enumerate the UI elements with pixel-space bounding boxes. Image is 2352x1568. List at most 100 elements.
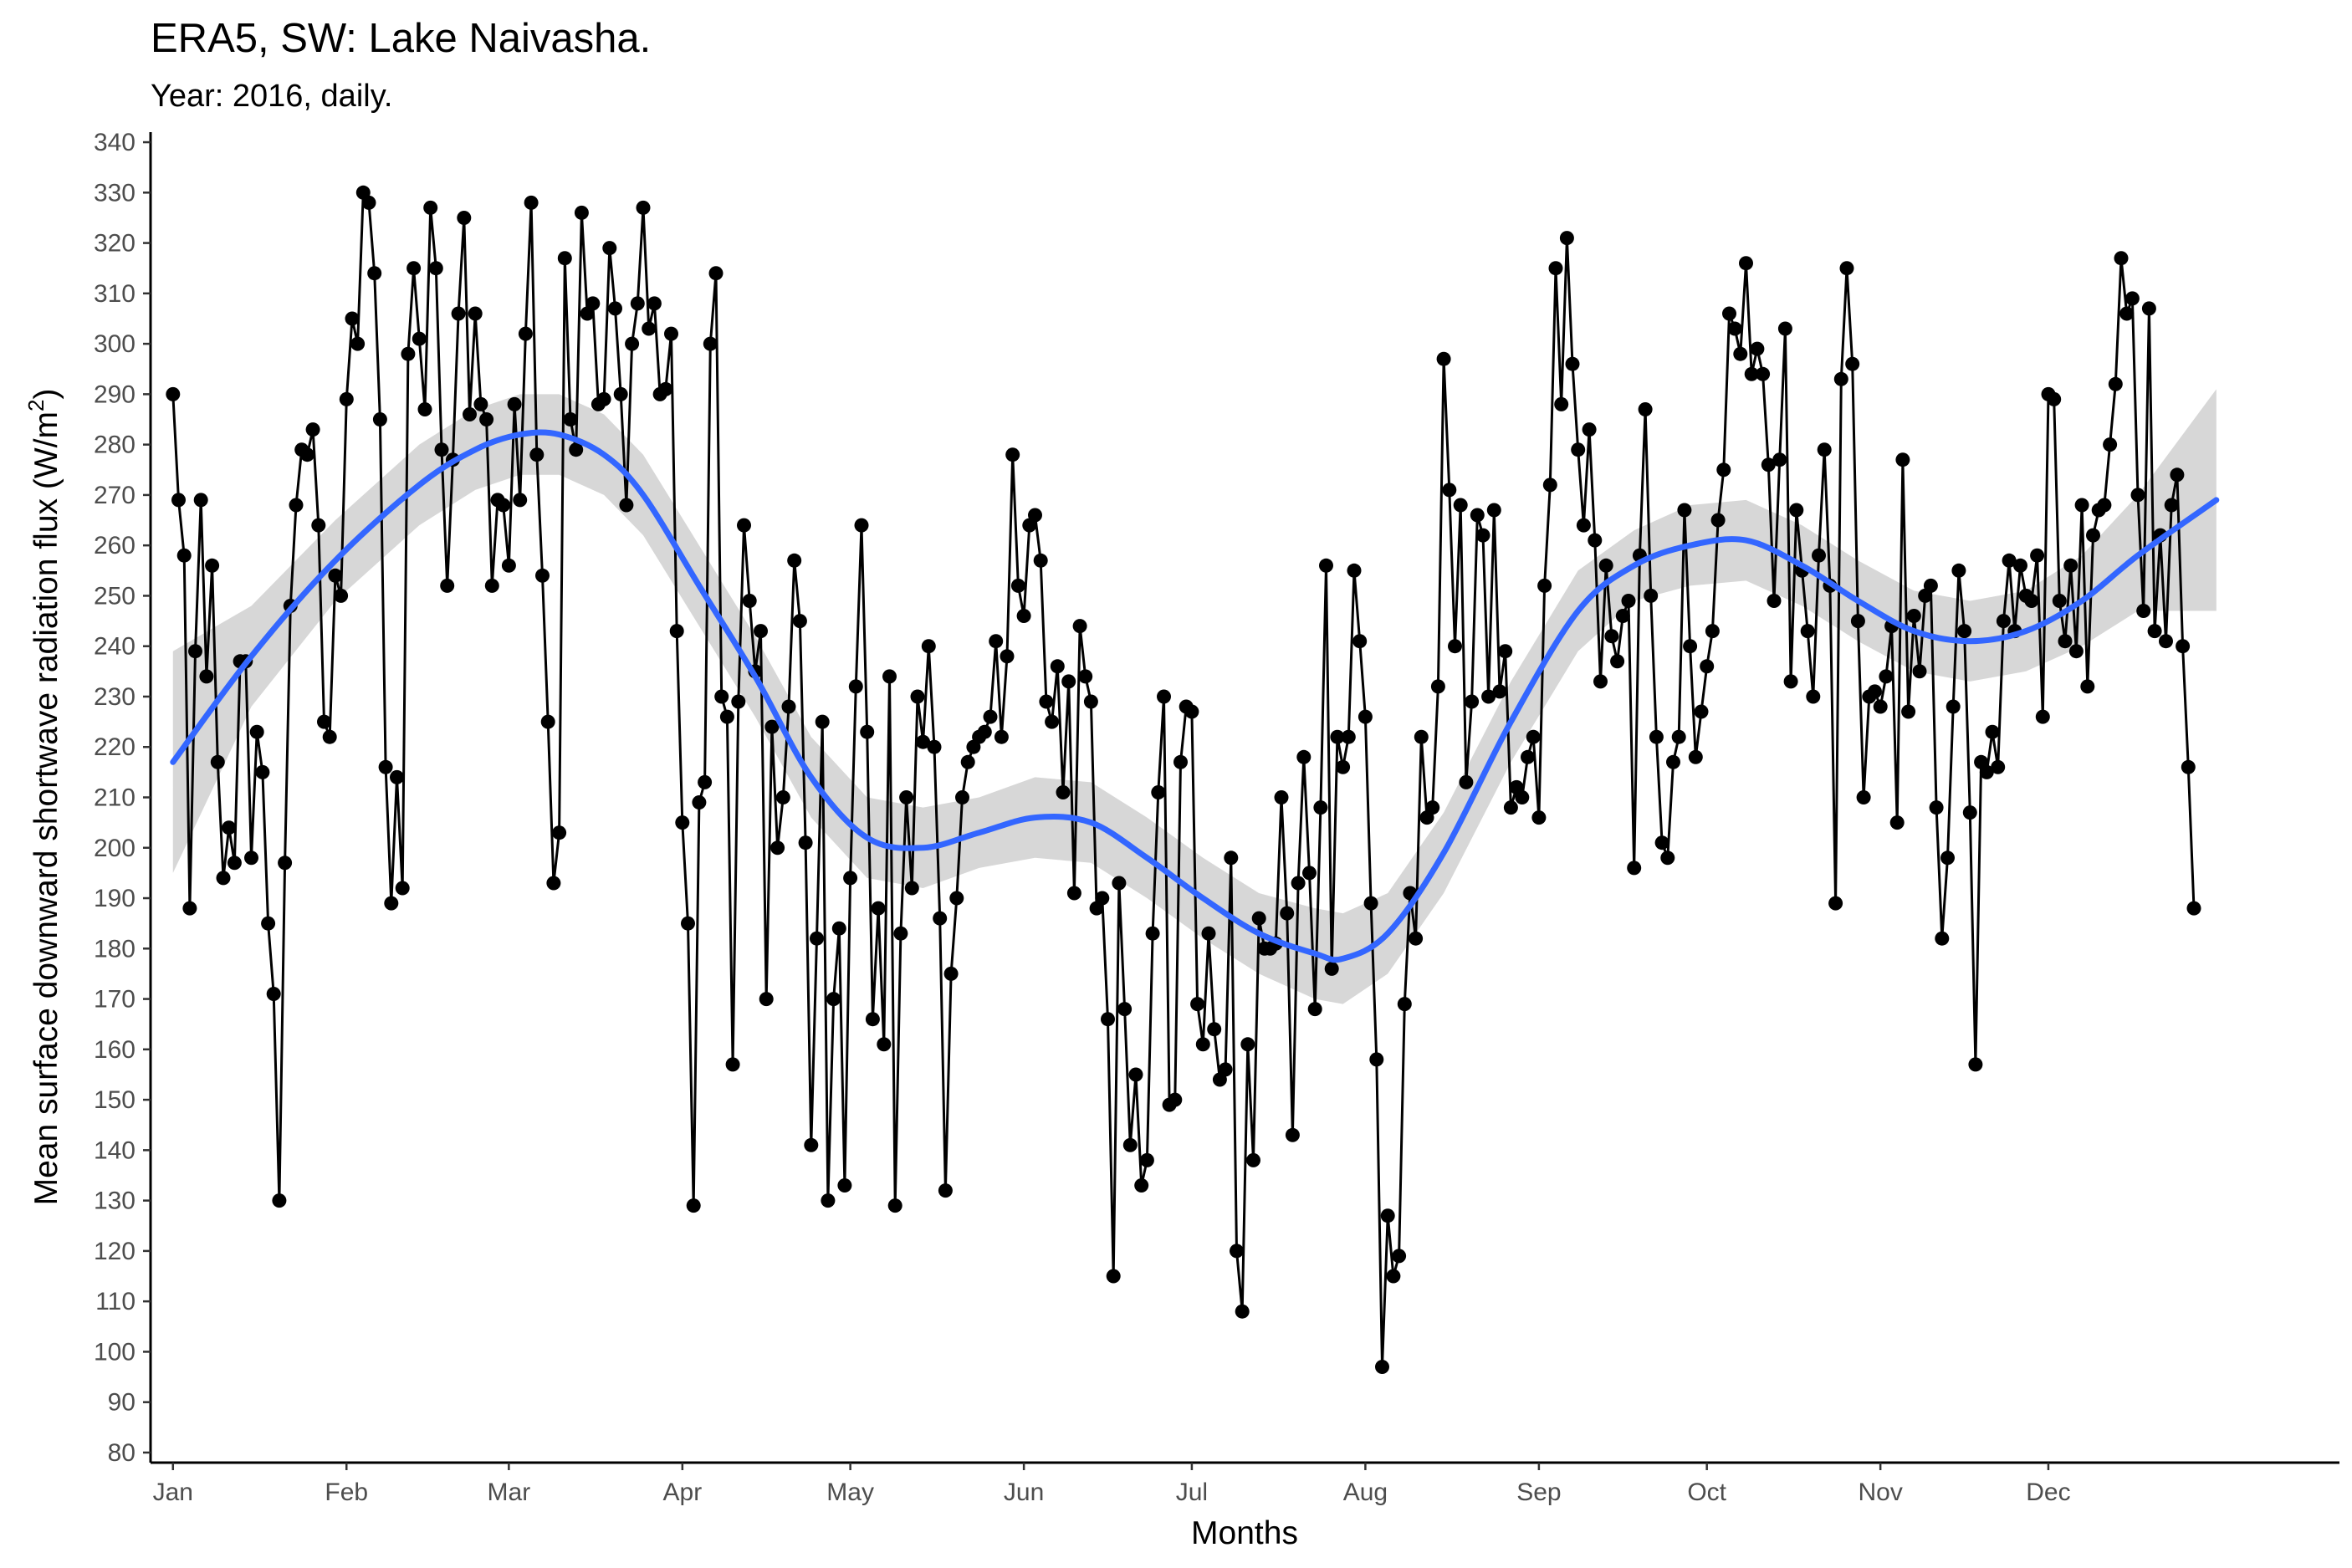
data-point xyxy=(798,835,813,850)
data-point xyxy=(507,396,522,411)
data-point xyxy=(1879,669,1894,684)
y-tick-label: 270 xyxy=(94,482,135,509)
data-point xyxy=(585,296,601,311)
data-point xyxy=(619,498,634,513)
data-point xyxy=(1722,306,1736,321)
data-point xyxy=(1033,553,1048,568)
data-point xyxy=(887,1198,902,1213)
data-point xyxy=(871,901,886,916)
data-point xyxy=(1235,1304,1250,1319)
data-point xyxy=(468,306,483,321)
y-tick-label: 220 xyxy=(94,733,135,761)
data-point xyxy=(1251,911,1266,926)
data-point xyxy=(1128,1067,1143,1082)
data-point xyxy=(2141,301,2156,316)
data-point xyxy=(1056,785,1071,799)
data-point xyxy=(1151,785,1166,799)
data-point xyxy=(636,200,651,215)
data-point xyxy=(2114,251,2129,266)
data-point xyxy=(625,336,640,351)
data-point xyxy=(1352,634,1368,649)
data-point xyxy=(255,764,270,779)
data-point xyxy=(1683,639,1698,654)
data-point xyxy=(1302,866,1317,881)
data-point xyxy=(1733,346,1748,361)
data-point xyxy=(1839,261,1854,276)
data-point xyxy=(1307,1002,1322,1017)
data-point xyxy=(1430,679,1445,694)
data-point xyxy=(1448,639,1462,654)
data-point xyxy=(1336,759,1351,774)
data-point xyxy=(899,790,914,804)
data-point xyxy=(1319,558,1333,573)
data-point xyxy=(524,195,539,210)
chart-subtitle: Year: 2016, daily. xyxy=(151,79,392,114)
data-point xyxy=(2063,558,2078,573)
data-point xyxy=(1195,1037,1210,1052)
data-point xyxy=(1106,1269,1121,1284)
data-point xyxy=(171,493,186,508)
data-point xyxy=(166,386,181,401)
x-tick-label: Sep xyxy=(1516,1479,1561,1506)
data-point xyxy=(484,578,499,593)
data-point xyxy=(994,729,1009,744)
data-point xyxy=(428,261,443,276)
data-point xyxy=(596,391,611,406)
data-point xyxy=(1016,609,1031,623)
data-point xyxy=(372,412,387,426)
y-tick-label: 190 xyxy=(94,885,135,912)
data-point xyxy=(222,820,237,835)
y-tick-label: 310 xyxy=(94,280,135,308)
data-point xyxy=(463,407,477,421)
data-point xyxy=(401,346,416,361)
x-tick-label: Jul xyxy=(1176,1479,1208,1506)
data-point xyxy=(1582,422,1597,437)
data-point xyxy=(305,422,320,437)
data-point xyxy=(1168,1092,1183,1107)
data-point xyxy=(1459,774,1474,789)
data-point xyxy=(1868,684,1882,699)
data-point xyxy=(698,774,713,789)
data-point xyxy=(1576,518,1591,533)
data-point xyxy=(1375,1360,1389,1374)
y-tick-label: 150 xyxy=(94,1086,135,1114)
data-point xyxy=(496,498,511,513)
y-tick-label: 200 xyxy=(94,835,135,862)
data-point xyxy=(1453,498,1468,513)
data-point xyxy=(1436,351,1451,366)
y-tick-label: 240 xyxy=(94,633,135,661)
chart-title: ERA5, SW: Lake Naivasha. xyxy=(151,16,651,61)
data-point xyxy=(1565,356,1580,371)
y-tick-label: 130 xyxy=(94,1187,135,1215)
data-point xyxy=(1767,594,1782,608)
data-point xyxy=(1117,1002,1133,1017)
data-point xyxy=(1962,805,1977,820)
data-point xyxy=(1946,699,1961,714)
data-point xyxy=(815,714,830,729)
data-point xyxy=(1889,815,1905,830)
data-point xyxy=(423,200,438,215)
data-point xyxy=(2164,498,2179,513)
data-point xyxy=(2058,634,2073,649)
data-point xyxy=(345,311,360,326)
data-point xyxy=(1095,891,1110,906)
data-point xyxy=(193,493,208,508)
data-point xyxy=(630,296,645,311)
data-point xyxy=(877,1037,892,1052)
data-point xyxy=(1313,800,1328,815)
data-point xyxy=(2002,553,2017,568)
data-point xyxy=(1492,684,1507,699)
data-point xyxy=(552,825,567,840)
data-point xyxy=(361,195,376,210)
data-point xyxy=(1386,1269,1401,1284)
data-point xyxy=(770,840,785,856)
data-point xyxy=(669,624,684,639)
data-point xyxy=(210,754,225,769)
data-point xyxy=(904,881,919,896)
data-point xyxy=(1671,729,1686,744)
data-point xyxy=(2170,467,2185,483)
data-point xyxy=(1201,926,1216,941)
data-point xyxy=(1598,558,1613,573)
